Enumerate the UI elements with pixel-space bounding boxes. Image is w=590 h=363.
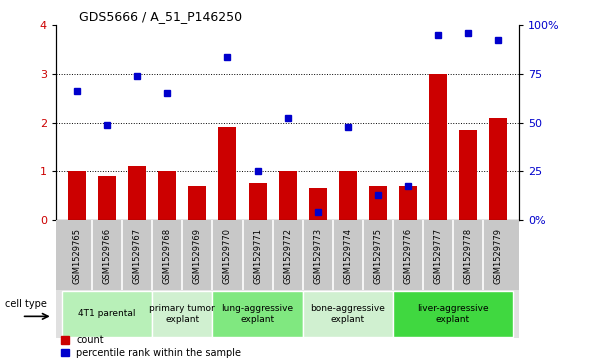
Legend: count, percentile rank within the sample: count, percentile rank within the sample (61, 335, 241, 358)
Bar (188, 185, 206, 220)
Bar (68, 171, 86, 220)
Bar (278, 171, 297, 220)
Text: GSM1529770: GSM1529770 (223, 228, 232, 285)
Text: GSM1529775: GSM1529775 (373, 228, 382, 285)
Text: GSM1529768: GSM1529768 (163, 228, 172, 285)
Text: GSM1529772: GSM1529772 (283, 228, 292, 285)
Bar (98, 176, 116, 220)
Text: 4T1 parental: 4T1 parental (78, 310, 136, 318)
Bar (339, 171, 357, 220)
Text: GSM1529769: GSM1529769 (193, 228, 202, 285)
Text: GSM1529777: GSM1529777 (434, 228, 442, 285)
Text: GSM1529771: GSM1529771 (253, 228, 262, 285)
Text: GSM1529779: GSM1529779 (494, 228, 503, 285)
Bar (158, 171, 176, 220)
Bar (459, 130, 477, 220)
Bar (429, 74, 447, 220)
Bar (62, 291, 152, 337)
Text: liver-aggressive
explant: liver-aggressive explant (417, 304, 489, 324)
Text: lung-aggressive
explant: lung-aggressive explant (221, 304, 294, 324)
Text: bone-aggressive
explant: bone-aggressive explant (310, 304, 385, 324)
Bar (393, 291, 513, 337)
Bar (152, 291, 212, 337)
Bar (369, 185, 387, 220)
Text: GSM1529773: GSM1529773 (313, 228, 322, 285)
Bar (218, 127, 237, 220)
Bar (303, 291, 393, 337)
Text: GSM1529766: GSM1529766 (103, 228, 112, 285)
Bar (128, 166, 146, 220)
Bar (489, 118, 507, 220)
Text: GSM1529765: GSM1529765 (73, 228, 81, 285)
Text: primary tumor
explant: primary tumor explant (149, 304, 215, 324)
Text: GSM1529778: GSM1529778 (464, 228, 473, 285)
Text: GSM1529774: GSM1529774 (343, 228, 352, 285)
Bar (248, 183, 267, 220)
Bar (399, 185, 417, 220)
Text: GSM1529776: GSM1529776 (404, 228, 412, 285)
Bar (212, 291, 303, 337)
Text: GSM1529767: GSM1529767 (133, 228, 142, 285)
Text: cell type: cell type (5, 299, 47, 309)
Text: GDS5666 / A_51_P146250: GDS5666 / A_51_P146250 (79, 10, 242, 23)
Bar (309, 188, 327, 220)
